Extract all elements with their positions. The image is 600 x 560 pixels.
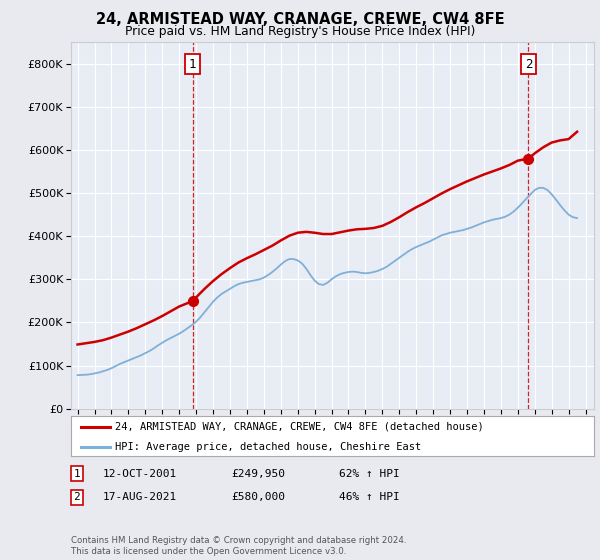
Text: 24, ARMISTEAD WAY, CRANAGE, CREWE, CW4 8FE: 24, ARMISTEAD WAY, CRANAGE, CREWE, CW4 8… (95, 12, 505, 27)
Text: 46% ↑ HPI: 46% ↑ HPI (339, 492, 400, 502)
Text: 17-AUG-2021: 17-AUG-2021 (103, 492, 178, 502)
Text: 2: 2 (73, 492, 80, 502)
Text: £249,950: £249,950 (231, 469, 285, 479)
Text: 24, ARMISTEAD WAY, CRANAGE, CREWE, CW4 8FE (detached house): 24, ARMISTEAD WAY, CRANAGE, CREWE, CW4 8… (115, 422, 484, 432)
Text: 2: 2 (525, 58, 532, 71)
Text: 62% ↑ HPI: 62% ↑ HPI (339, 469, 400, 479)
Text: 12-OCT-2001: 12-OCT-2001 (103, 469, 178, 479)
Text: 1: 1 (189, 58, 196, 71)
Text: 1: 1 (73, 469, 80, 479)
Text: HPI: Average price, detached house, Cheshire East: HPI: Average price, detached house, Ches… (115, 442, 422, 452)
Text: Contains HM Land Registry data © Crown copyright and database right 2024.
This d: Contains HM Land Registry data © Crown c… (71, 536, 406, 556)
Text: £580,000: £580,000 (231, 492, 285, 502)
Text: Price paid vs. HM Land Registry's House Price Index (HPI): Price paid vs. HM Land Registry's House … (125, 25, 475, 38)
